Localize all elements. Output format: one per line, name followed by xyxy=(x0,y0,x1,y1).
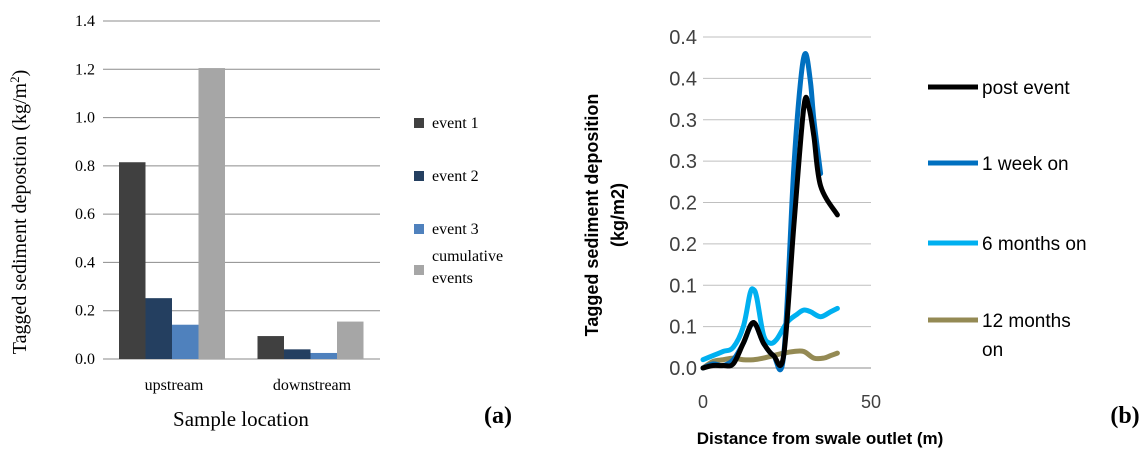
bar-chart-y-axis-title-close: ) xyxy=(9,70,31,77)
bar-chart-bars xyxy=(119,68,364,359)
y-tick-label: 0.0 xyxy=(75,351,95,368)
bar-event-3-upstream xyxy=(172,324,199,359)
bar-chart-y-axis-title-main: Tagged sediment depostion (kg/m xyxy=(9,82,31,354)
legend-swatch-cumulative-events xyxy=(414,265,424,275)
legend-label-12-months: 12 months xyxy=(982,311,1071,332)
x-tick-label-upstream: upstream xyxy=(145,377,204,394)
y-tick-label: 0.4 xyxy=(669,27,697,49)
line-chart-y-tick-labels: 0.0 0.1 0.1 0.2 0.2 0.3 0.3 0.4 0.4 xyxy=(669,27,697,380)
legend-label-event-2: event 2 xyxy=(432,168,479,185)
legend-label-event-1: event 1 xyxy=(432,115,479,132)
y-tick-label: 0.4 xyxy=(669,68,697,90)
legend-label-cumulative: cumulative xyxy=(432,248,503,265)
legend-label-event-3: event 3 xyxy=(432,221,479,238)
legend-label-on: on xyxy=(982,340,1003,361)
y-tick-label: 0.1 xyxy=(669,275,697,297)
y-tick-label: 0.4 xyxy=(75,254,95,271)
panel-label-a: (a) xyxy=(484,403,512,429)
y-tick-label: 0.2 xyxy=(75,303,95,320)
y-tick-label: 1.4 xyxy=(75,13,95,30)
bar-cumulative-events-upstream xyxy=(198,68,225,359)
y-tick-label: 1.0 xyxy=(75,110,95,127)
series-line-post-event xyxy=(700,94,840,371)
bar-event-2-downstream xyxy=(284,349,311,359)
y-tick-label: 0.2 xyxy=(669,234,697,256)
bar-chart-y-axis-title-superscript: 2 xyxy=(7,76,22,83)
legend-label-post-event: post event xyxy=(982,78,1070,99)
x-tick-label-50: 50 xyxy=(861,392,881,412)
bar-chart-y-tick-labels: 0.0 0.2 0.4 0.6 0.8 1.0 1.2 1.4 xyxy=(75,13,95,368)
bar-event-3-downstream xyxy=(310,352,337,359)
series-line-6-months-on xyxy=(700,286,840,363)
bar-event-1-upstream xyxy=(119,162,146,359)
y-tick-label: 0.3 xyxy=(669,151,697,173)
bar-chart-panel: 0.0 0.2 0.4 0.6 0.8 1.0 1.2 1.4 upstream downst… xyxy=(7,13,512,431)
bar-cumulative-events-downstream xyxy=(337,321,364,359)
x-tick-label-downstream: downstream xyxy=(273,377,352,394)
line-chart-x-axis-title: Distance from swale outlet (m) xyxy=(697,429,944,448)
legend-swatch-event-1 xyxy=(414,118,424,128)
y-tick-label: 0.0 xyxy=(669,358,697,380)
y-tick-label: 0.8 xyxy=(75,158,95,175)
x-tick-label-0: 0 xyxy=(698,392,708,412)
y-tick-label: 0.1 xyxy=(669,317,697,339)
panel-label-b: (b) xyxy=(1110,403,1139,429)
y-tick-label: 0.2 xyxy=(669,193,697,215)
legend-label-1-week-on: 1 week on xyxy=(982,154,1069,175)
y-tick-label: 1.2 xyxy=(75,61,95,78)
bar-chart-x-axis-title: Sample location xyxy=(173,407,309,431)
bar-chart-y-axis-title: Tagged sediment depostion (kg/m2) xyxy=(7,70,31,355)
line-chart-y-axis-title-line2: (kg/m2) xyxy=(608,183,628,247)
bar-event-1-downstream xyxy=(257,336,284,359)
line-chart-legend: post event 1 week on 6 months on 12 mont… xyxy=(928,78,1087,361)
line-chart-panel: 0.0 0.1 0.1 0.2 0.2 0.3 0.3 0.4 0.4 0 50 Distanc… xyxy=(582,27,1140,448)
line-chart-y-axis-title-line1: Tagged sediment deposition xyxy=(582,94,602,337)
y-tick-label: 0.3 xyxy=(669,110,697,132)
legend-swatch-event-2 xyxy=(414,171,424,181)
y-tick-label: 0.6 xyxy=(75,206,95,223)
bar-event-2-upstream xyxy=(145,298,172,359)
line-chart-series xyxy=(700,51,840,373)
bar-chart-legend: event 1 event 2 event 3 cumulative event… xyxy=(414,115,503,287)
legend-swatch-event-3 xyxy=(414,224,424,234)
legend-label-events: events xyxy=(432,270,473,287)
legend-label-6-months-on: 6 months on xyxy=(982,234,1087,255)
